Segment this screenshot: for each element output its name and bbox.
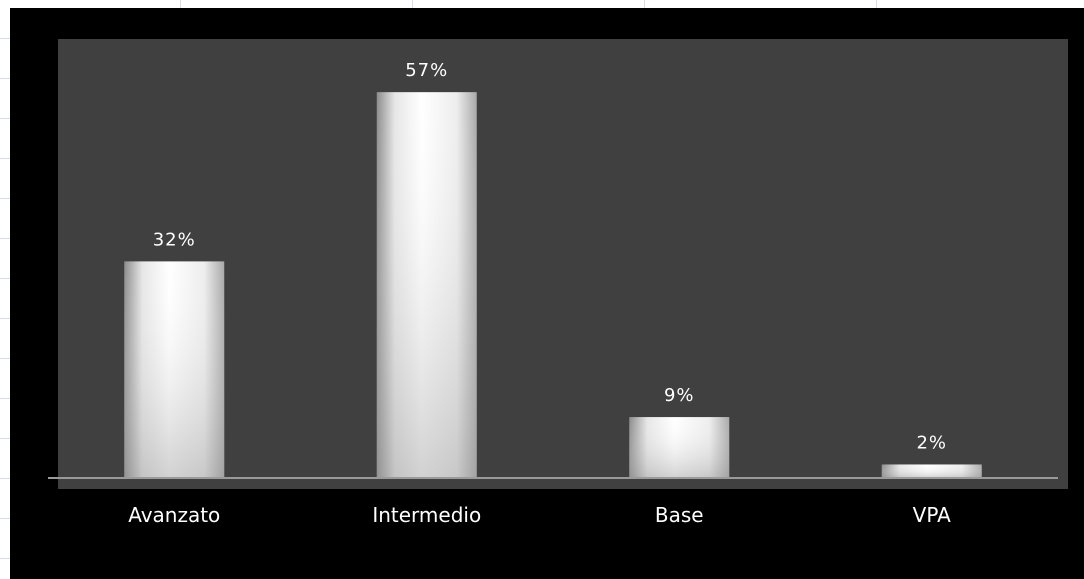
- data-label-vpa: 2%: [916, 432, 947, 453]
- data-label-base: 9%: [664, 385, 695, 406]
- category-label-avanzato: Avanzato: [128, 503, 220, 527]
- data-label-avanzato: 32%: [153, 229, 196, 250]
- bar-shade-vpa: [881, 464, 982, 478]
- bar-shade-avanzato: [124, 261, 225, 478]
- data-label-intermedio: 57%: [405, 60, 448, 81]
- category-label-vpa: VPA: [913, 503, 951, 527]
- chart-frame[interactable]: 32% Avanzato 57% Intermedio 9% Base 2% VPA: [10, 8, 1084, 579]
- bar-shade-intermedio: [376, 92, 477, 479]
- plot-area: [58, 39, 1068, 489]
- category-label-intermedio: Intermedio: [372, 503, 481, 527]
- category-label-base: Base: [655, 503, 704, 527]
- bar-chart: 32% Avanzato 57% Intermedio 9% Base 2% VPA: [48, 60, 1058, 527]
- bar-shade-base: [629, 417, 730, 478]
